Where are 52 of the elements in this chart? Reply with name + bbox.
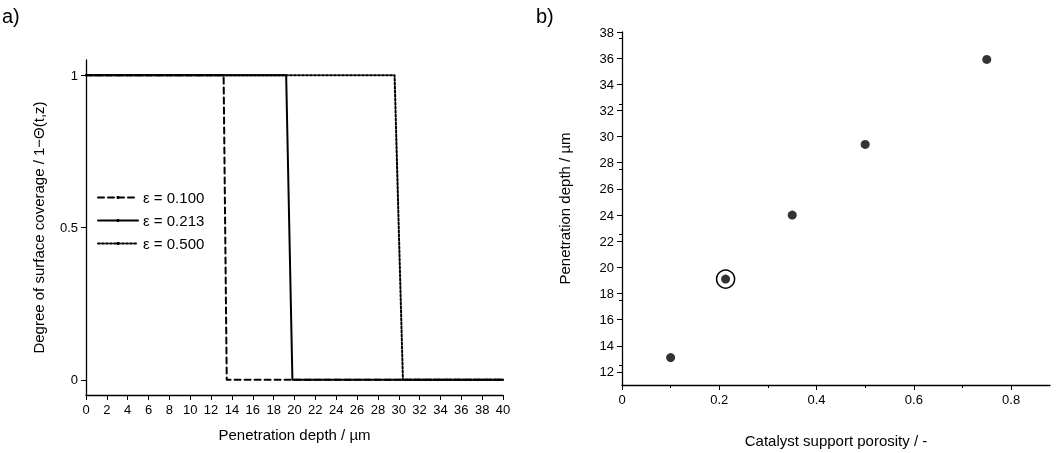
y-tick-label: 1 bbox=[70, 67, 78, 83]
x-tick-label: 40 bbox=[495, 402, 511, 417]
y-tick-label: 30 bbox=[599, 129, 614, 145]
y-tick-label: 0.5 bbox=[59, 220, 78, 235]
y-tick-label: 22 bbox=[599, 233, 614, 249]
x-tick-label: 18 bbox=[266, 402, 281, 417]
x-tick-label: 0.4 bbox=[807, 392, 826, 407]
x-axis-title: Catalyst support porosity / - bbox=[744, 432, 928, 449]
x-tick-label: 22 bbox=[308, 402, 323, 417]
legend-label: ε = 0.100 bbox=[143, 189, 205, 206]
y-tick-label: 28 bbox=[599, 155, 614, 171]
x-tick-label: 14 bbox=[224, 402, 240, 417]
x-tick-label: 16 bbox=[245, 402, 261, 417]
x-tick-label: 28 bbox=[370, 402, 386, 417]
x-tick-label: 0 bbox=[618, 392, 626, 407]
y-tick-label: 0 bbox=[70, 372, 78, 388]
x-tick-label: 26 bbox=[349, 402, 365, 417]
text: b) bbox=[536, 5, 554, 27]
x-tick-label: 6 bbox=[144, 402, 153, 417]
y-tick-label: 14 bbox=[599, 338, 614, 354]
y-tick-label: 16 bbox=[599, 312, 614, 328]
y-tick-label: 24 bbox=[599, 207, 614, 223]
x-tick-label: 0.6 bbox=[904, 392, 923, 407]
y-tick-label: 32 bbox=[599, 102, 614, 118]
x-tick-label: 10 bbox=[183, 402, 198, 417]
y-tick-label: 12 bbox=[599, 364, 614, 380]
y-tick-label: 20 bbox=[599, 259, 614, 275]
x-tick-label: 38 bbox=[474, 402, 490, 417]
x-tick-label: 0.2 bbox=[710, 392, 729, 407]
y-tick-label: 36 bbox=[599, 50, 614, 66]
x-tick-label: 0 bbox=[82, 402, 90, 417]
x-tick-label: 8 bbox=[165, 402, 174, 417]
x-tick-label: 20 bbox=[287, 402, 302, 417]
y-tick-label: 18 bbox=[599, 285, 614, 301]
x-tick-label: 32 bbox=[412, 402, 427, 417]
legend-label: ε = 0.500 bbox=[143, 235, 205, 252]
text: a) bbox=[2, 5, 20, 27]
legend-label: ε = 0.213 bbox=[143, 212, 205, 229]
x-tick-label: 0.8 bbox=[1002, 392, 1021, 407]
x-tick-label: 12 bbox=[203, 402, 219, 417]
x-tick-label: 2 bbox=[103, 402, 111, 417]
y-tick-label: 38 bbox=[599, 24, 614, 40]
x-tick-label: 4 bbox=[124, 402, 132, 417]
y-axis-title: Degree of surface coverage / 1−Θ(t,z) bbox=[30, 101, 47, 354]
x-tick-label: 36 bbox=[454, 402, 469, 417]
y-tick-label: 34 bbox=[599, 76, 614, 92]
x-tick-label: 24 bbox=[328, 402, 344, 417]
x-axis-title: Penetration depth / µm bbox=[218, 426, 371, 443]
y-axis-title: Penetration depth / µm bbox=[556, 132, 573, 285]
x-tick-label: 34 bbox=[433, 402, 448, 417]
x-tick-label: 30 bbox=[391, 402, 406, 417]
y-tick-label: 26 bbox=[599, 181, 614, 197]
